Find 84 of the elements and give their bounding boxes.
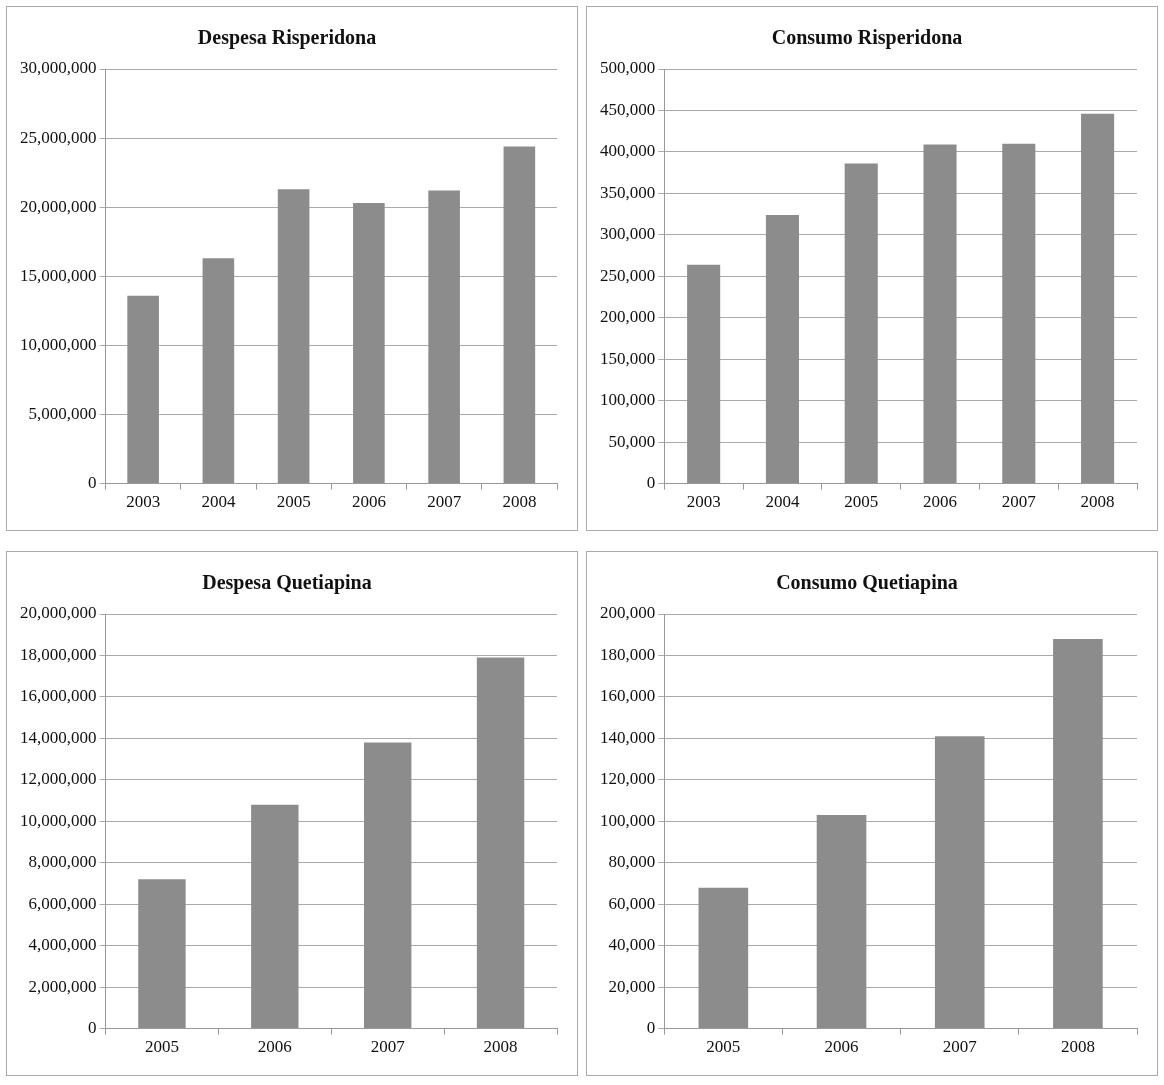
x-tick-label: 2003	[686, 492, 721, 512]
y-tick-label: 160,000	[600, 686, 656, 706]
y-tick-label: 500,000	[600, 58, 656, 78]
y-tick-label: 0	[88, 1018, 97, 1038]
x-tick-label: 2003	[126, 492, 161, 512]
y-tick-label: 6,000,000	[28, 893, 97, 913]
x-tick-label: 2008	[483, 1037, 518, 1057]
bar	[816, 815, 867, 1029]
bar	[1053, 638, 1103, 1029]
bar	[698, 887, 749, 1029]
x-tick-label: 2005	[844, 492, 879, 512]
y-tick-label: 2,000,000	[28, 976, 97, 996]
bar	[251, 804, 299, 1029]
bar	[844, 163, 878, 484]
y-tick-label: 15,000,000	[20, 265, 97, 285]
y-tick-label: 10,000,000	[20, 810, 97, 830]
bar	[1002, 143, 1036, 484]
y-tick-label: 100,000	[600, 810, 656, 830]
bar	[503, 146, 536, 484]
y-tick-label: 300,000	[600, 224, 656, 244]
y-tick-label: 350,000	[600, 182, 656, 202]
y-tick-label: 0	[88, 473, 97, 493]
x-tick-label: 2006	[824, 1037, 859, 1057]
bar	[138, 879, 186, 1029]
y-tick-label: 120,000	[600, 769, 656, 789]
x-tick-label: 2004	[201, 492, 236, 512]
y-tick-label: 140,000	[600, 727, 656, 747]
y-tick-label: 250,000	[600, 265, 656, 285]
x-tick-label: 2006	[923, 492, 958, 512]
bar	[127, 295, 159, 484]
y-tick-label: 180,000	[600, 644, 656, 664]
y-tick-label: 60,000	[608, 893, 656, 913]
y-tick-label: 14,000,000	[20, 727, 97, 747]
y-tick-label: 150,000	[600, 348, 656, 368]
y-tick-label: 450,000	[600, 99, 656, 119]
y-tick-label: 200,000	[600, 307, 656, 327]
bar	[687, 264, 721, 484]
x-tick-label: 2008	[1080, 492, 1115, 512]
y-tick-label: 10,000,000	[20, 334, 97, 354]
y-tick-label: 100,000	[600, 390, 656, 410]
bar	[428, 190, 460, 484]
bar	[277, 189, 310, 484]
x-tick-label: 2007	[370, 1037, 406, 1057]
x-tick-label: 2004	[765, 492, 800, 512]
x-tick-label: 2007	[942, 1037, 978, 1057]
x-tick-label: 2008	[1060, 1037, 1095, 1057]
y-tick-label: 50,000	[608, 431, 656, 451]
x-tick-label: 2006	[351, 492, 386, 512]
x-tick-label: 2007	[427, 492, 462, 512]
y-tick-label: 12,000,000	[20, 769, 97, 789]
bar	[934, 736, 985, 1029]
y-tick-label: 5,000,000	[28, 403, 97, 423]
y-tick-label: 0	[646, 1018, 656, 1038]
y-tick-label: 200,000	[600, 603, 656, 623]
x-tick-label: 2005	[276, 492, 311, 512]
y-tick-label: 4,000,000	[28, 935, 97, 955]
y-tick-label: 16,000,000	[20, 686, 97, 706]
x-tick-label: 2008	[502, 492, 537, 512]
y-tick-label: 400,000	[600, 141, 656, 161]
x-tick-label: 2007	[1001, 492, 1037, 512]
y-tick-label: 0	[646, 473, 656, 493]
bar	[765, 214, 799, 484]
chart-title: Despesa Risperidona	[197, 26, 377, 50]
x-tick-label: 2005	[144, 1037, 179, 1057]
y-tick-label: 8,000,000	[28, 852, 97, 872]
y-tick-label: 80,000	[608, 852, 656, 872]
y-tick-label: 18,000,000	[20, 644, 97, 664]
bar	[1081, 113, 1115, 484]
bar	[923, 144, 957, 484]
chart-title: Despesa Quetiapina	[202, 571, 372, 595]
y-tick-label: 20,000,000	[20, 603, 97, 623]
chart-title: Consumo Risperidona	[771, 26, 963, 50]
y-tick-label: 30,000,000	[20, 58, 97, 78]
y-tick-label: 25,000,000	[20, 127, 97, 147]
bar	[476, 657, 525, 1029]
bar	[202, 258, 235, 484]
x-tick-label: 2005	[706, 1037, 741, 1057]
y-tick-label: 20,000	[608, 976, 656, 996]
bar	[363, 742, 412, 1029]
x-tick-label: 2006	[257, 1037, 292, 1057]
chart-title: Consumo Quetiapina	[776, 571, 958, 595]
y-tick-label: 20,000,000	[20, 196, 97, 216]
y-tick-label: 40,000	[608, 935, 656, 955]
bar	[353, 203, 385, 484]
